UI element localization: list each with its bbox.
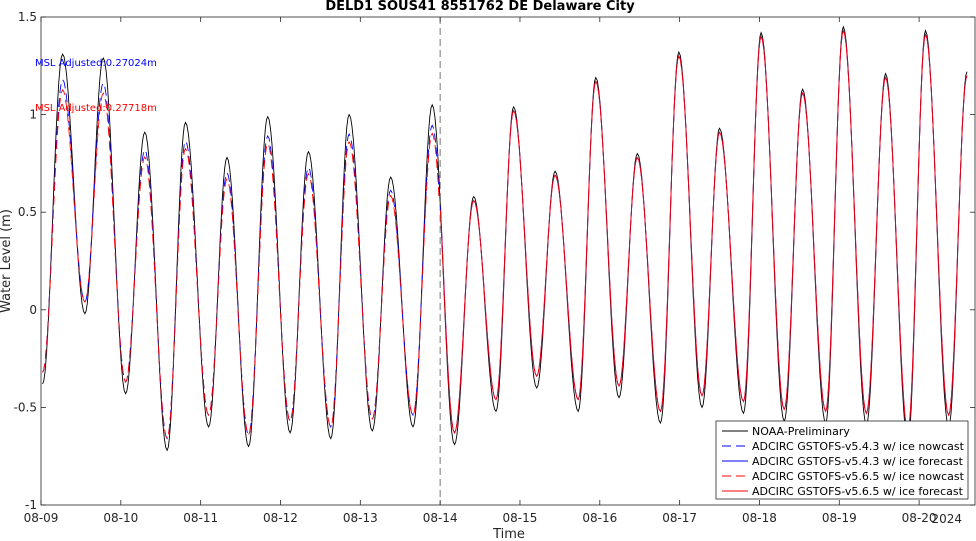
plot-frame <box>40 16 976 506</box>
y-tick-label: 1 <box>29 108 37 122</box>
chart-title: DELD1 SOUS41 8551762 DE Delaware City <box>325 0 635 14</box>
legend: NOAA-Preliminary ADCIRC GSTOFS-v5.4.3 w/ … <box>715 420 969 500</box>
legend-label: NOAA-Preliminary <box>752 425 850 438</box>
x-tick-label: 08-13 <box>343 511 378 525</box>
y-tick-label: 0 <box>29 303 37 317</box>
series-line-4 <box>440 29 968 434</box>
legend-box <box>715 420 969 500</box>
series-line-3 <box>42 89 440 440</box>
x-tick-label: 08-14 <box>423 511 458 525</box>
x-tick-label: 08-18 <box>742 511 777 525</box>
legend-label: ADCIRC GSTOFS-v5.4.3 w/ ice forecast <box>752 455 964 468</box>
x-axis: 08-09 08-10 08-11 08-12 08-13 08-14 08-15 08-16… <box>24 17 937 525</box>
y-tick-label: -1 <box>25 498 37 512</box>
x-tick-label: 08-15 <box>503 511 538 525</box>
msl-annotation: MSL Adjusted:0.27718m <box>35 103 157 114</box>
legend-label: ADCIRC GSTOFS-v5.6.5 w/ ice forecast <box>752 485 964 498</box>
x-axis-title: Time <box>492 527 525 541</box>
y-tick-label: -0.5 <box>14 400 37 414</box>
y-axis: -1 -0.5 0 0.5 1 1.5 <box>14 10 975 512</box>
annotations: MSL Adjusted:0.27024m MSL Adjusted:0.2771… <box>35 58 157 114</box>
x-tick-label: 08-17 <box>662 511 697 525</box>
y-tick-label: 0.5 <box>18 205 37 219</box>
x-tick-label: 08-16 <box>582 511 617 525</box>
y-axis-title: Water Level (m) <box>0 209 14 313</box>
y-tick-label: 1.5 <box>18 10 37 24</box>
legend-label: ADCIRC GSTOFS-v5.4.3 w/ ice nowcast <box>752 440 965 453</box>
plot-area <box>42 17 968 505</box>
msl-annotation: MSL Adjusted:0.27024m <box>35 58 157 69</box>
x-tick-label: 08-19 <box>822 511 857 525</box>
series-layer <box>42 17 968 505</box>
x-tick-label: 08-12 <box>263 511 298 525</box>
legend-label: ADCIRC GSTOFS-v5.6.5 w/ ice nowcast <box>752 470 965 483</box>
x-tick-label: 08-11 <box>183 511 218 525</box>
x-tick-label: 08-09 <box>24 511 59 525</box>
x-tick-label: 08-20 <box>902 511 937 525</box>
x-tick-label: 08-10 <box>103 511 138 525</box>
year-label: 2024 <box>931 512 962 526</box>
